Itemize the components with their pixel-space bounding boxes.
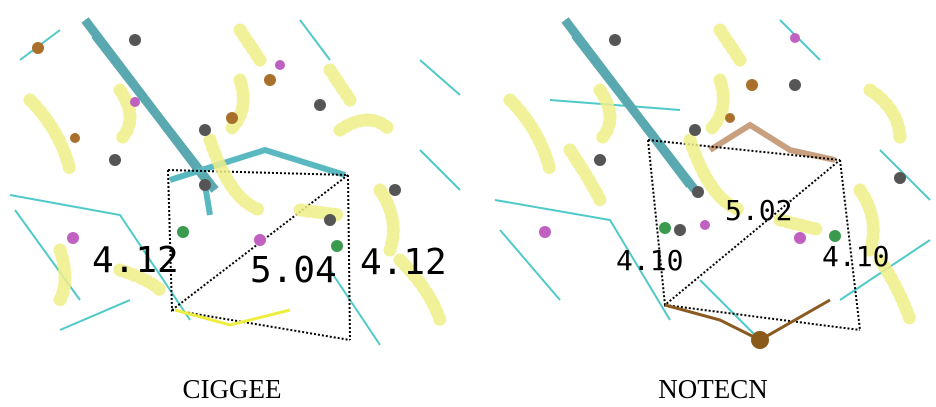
metal-atom xyxy=(751,331,769,349)
atom-green xyxy=(659,222,671,234)
atom-green xyxy=(177,226,189,238)
caption: NOTECN xyxy=(658,374,768,404)
panel-notecn: 5.02 4.10 4.10 NOTECN xyxy=(493,15,936,404)
distance-label: 4.10 xyxy=(822,240,889,273)
distance-label: 5.04 xyxy=(250,250,337,291)
distance-label: 5.02 xyxy=(725,194,792,227)
distance-label: 4.10 xyxy=(616,244,683,277)
distance-label: 4.12 xyxy=(92,240,179,281)
distance-label: 4.12 xyxy=(360,242,447,283)
caption: CIGGEE xyxy=(183,374,282,404)
panel-ciggee: 4.12 5.04 4.12 CIGGEE xyxy=(10,15,460,404)
figure: 4.12 5.04 4.12 CIGGEE 5.02 4.10 4.10 NOT… xyxy=(0,0,936,407)
